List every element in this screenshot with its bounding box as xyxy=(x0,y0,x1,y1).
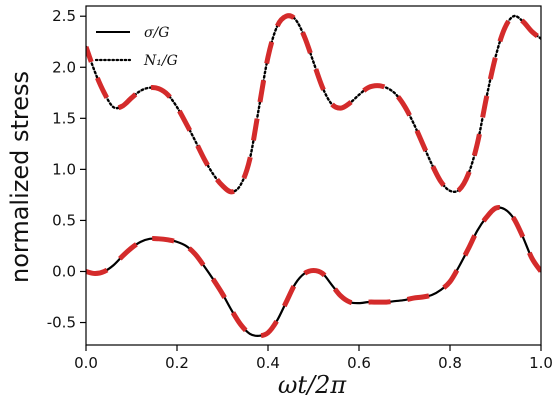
series-line-n1 xyxy=(86,14,541,194)
y-tick-label: 1.0 xyxy=(52,160,76,178)
x-tick-label: 0.2 xyxy=(165,354,189,372)
y-tick-label: 2.5 xyxy=(52,7,76,25)
y-tick-label: 0.0 xyxy=(52,262,76,280)
overlay-dashed-line-sigma xyxy=(86,204,541,339)
legend-label-sigma: σ/G xyxy=(144,25,169,41)
y-tick-label: 1.5 xyxy=(52,109,76,127)
axes-frame xyxy=(85,5,542,346)
plot-area xyxy=(86,13,541,339)
y-tick-label: 0.5 xyxy=(52,211,76,229)
legend-label-n1: N₁/G xyxy=(143,53,178,69)
y-tick-label: 2.0 xyxy=(52,58,76,76)
x-axis-label: ωt/2π xyxy=(278,371,348,399)
x-tick-label: 0.8 xyxy=(438,354,462,372)
y-tick-label: -0.5 xyxy=(47,314,76,332)
legend: σ/G N₁/G xyxy=(94,25,178,69)
axis-ticks: 0.0 0.2 0.4 0.6 0.8 1.0 -0.5 0.0 0.5 1.0 1.5 2.0 2.5 xyxy=(47,7,553,372)
overlay-dashed-line-n1 xyxy=(86,13,541,195)
y-axis-label: normalized stress xyxy=(6,71,34,283)
x-tick-label: 0.4 xyxy=(256,354,280,372)
x-tick-label: 0.0 xyxy=(74,354,98,372)
x-tick-label: 1.0 xyxy=(529,354,553,372)
x-tick-label: 0.6 xyxy=(347,354,371,372)
